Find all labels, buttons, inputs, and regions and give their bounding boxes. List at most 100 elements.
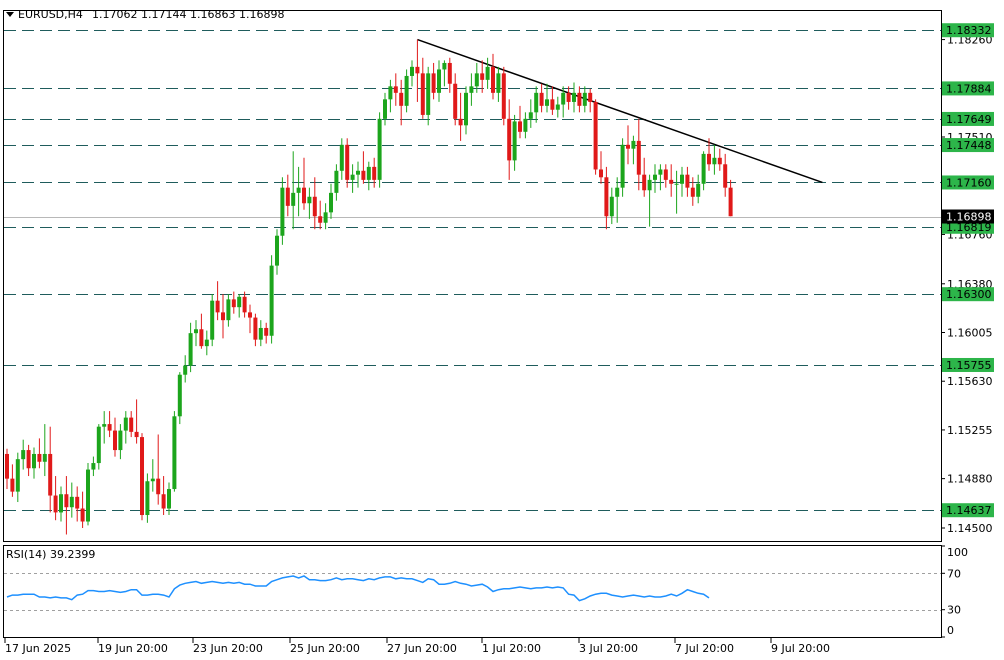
candle xyxy=(566,86,571,110)
candle-body xyxy=(53,495,58,513)
candle-body xyxy=(318,216,323,223)
candle-body xyxy=(194,329,198,334)
candle-body xyxy=(258,327,263,340)
candle xyxy=(636,118,641,191)
candle xyxy=(253,313,258,347)
candle-body xyxy=(329,192,333,213)
candle-body xyxy=(464,92,468,126)
candle-body xyxy=(242,296,247,313)
candle xyxy=(361,151,366,184)
candle xyxy=(437,60,441,102)
time-axis: 17 Jun 2025 19 Jun 20:00 23 Jun 20:00 25 Ju… xyxy=(4,638,830,655)
price-axis: 1.182601.175101.167601.163801.160051.156… xyxy=(941,34,993,535)
candle-body xyxy=(102,424,107,427)
candle xyxy=(674,170,679,214)
symbol-menu-triangle-icon[interactable] xyxy=(6,12,14,17)
candle-body xyxy=(150,478,155,482)
candle-body xyxy=(302,187,306,204)
time-tick-label: 19 Jun 20:00 xyxy=(98,642,168,655)
time-tick-label: 1 Jul 20:00 xyxy=(482,642,541,655)
candle-body xyxy=(32,453,36,469)
candle xyxy=(501,66,506,126)
candle xyxy=(264,322,269,344)
candle xyxy=(242,291,247,318)
candle xyxy=(32,447,36,479)
candle-body xyxy=(312,196,317,217)
candle-body xyxy=(275,235,279,266)
price-tick-label: 1.15255 xyxy=(947,424,993,437)
candle xyxy=(383,92,387,126)
candle-body xyxy=(140,437,144,516)
price-tick-label: 1.16005 xyxy=(947,327,993,340)
candle xyxy=(588,88,593,113)
level-label-3: 1.17448 xyxy=(942,138,994,153)
level-label-text: 1.17160 xyxy=(946,176,992,189)
candle xyxy=(615,177,620,223)
candle-body xyxy=(134,431,139,438)
current-price-text: 1.16898 xyxy=(946,211,992,224)
candle xyxy=(59,486,63,522)
level-label-text: 1.17884 xyxy=(946,82,992,95)
candle xyxy=(307,187,312,219)
candle xyxy=(210,294,215,347)
candle xyxy=(496,66,501,102)
candle-body xyxy=(291,192,296,206)
candle xyxy=(447,57,452,93)
candle-body xyxy=(42,453,47,462)
candle-body xyxy=(231,299,236,308)
candle xyxy=(21,439,26,470)
candle-body xyxy=(599,169,603,178)
candle xyxy=(550,86,555,115)
candle xyxy=(431,62,436,100)
candle xyxy=(150,459,155,492)
candle xyxy=(140,433,144,521)
candle xyxy=(107,411,112,438)
candle xyxy=(480,60,485,93)
candle xyxy=(723,153,728,197)
candle xyxy=(75,486,80,522)
candle-body xyxy=(604,177,609,217)
trendline xyxy=(417,38,823,184)
candle-body xyxy=(415,66,420,74)
candle xyxy=(366,161,371,191)
candle-body xyxy=(469,86,474,93)
candle xyxy=(91,456,96,477)
candle xyxy=(69,482,74,518)
candle xyxy=(37,438,42,469)
candle-body xyxy=(712,157,717,165)
candle xyxy=(334,164,339,201)
candle xyxy=(134,399,139,444)
time-tick-label: 17 Jun 2025 xyxy=(5,642,71,655)
candle-body xyxy=(609,196,614,217)
rsi-pane[interactable] xyxy=(3,545,942,638)
candle xyxy=(577,86,582,113)
candle-body xyxy=(496,73,501,93)
candle xyxy=(177,372,182,425)
candle-body xyxy=(410,66,414,76)
candle-body xyxy=(307,196,312,204)
candle xyxy=(593,99,598,175)
candle xyxy=(323,203,328,230)
candle-body xyxy=(48,453,53,496)
price-pane[interactable] xyxy=(3,10,942,542)
candle xyxy=(172,411,177,492)
candle xyxy=(658,164,663,191)
candle xyxy=(647,174,652,227)
candle xyxy=(426,66,431,126)
candle xyxy=(318,200,323,230)
candle-body xyxy=(690,187,695,197)
candle-body xyxy=(26,450,31,469)
candle xyxy=(545,83,549,113)
candle xyxy=(393,73,398,106)
candle xyxy=(728,179,733,217)
level-label-text: 1.18332 xyxy=(946,24,992,37)
level-label-text: 1.17649 xyxy=(946,113,992,126)
candle xyxy=(680,166,684,197)
candle xyxy=(372,157,377,188)
candle xyxy=(469,73,474,106)
candle-body xyxy=(172,416,177,490)
candle-body xyxy=(674,183,679,185)
level-label-box xyxy=(942,175,994,190)
time-tick-label: 3 Jul 20:00 xyxy=(579,642,638,655)
